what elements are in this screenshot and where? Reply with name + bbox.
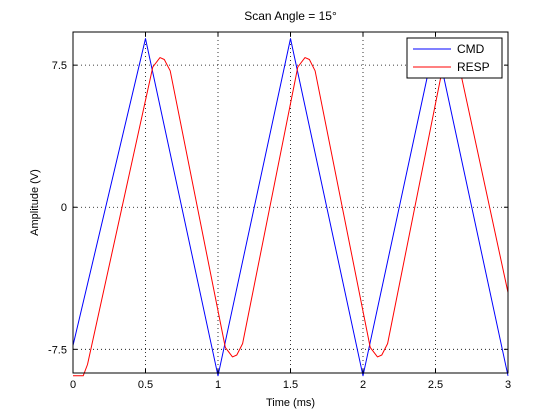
legend-label-cmd: CMD xyxy=(457,42,485,56)
x-axis-label: Time (ms) xyxy=(266,397,315,409)
x-tick-label: 3 xyxy=(505,379,511,391)
y-tick-label: 0 xyxy=(61,202,67,214)
x-tick-label: 0.5 xyxy=(138,379,153,391)
tick-layer: 0 0.5 1 1.5 2 2.5 3 -7.5 0 7.5 xyxy=(48,32,511,391)
y-tick-label: 7.5 xyxy=(52,60,67,72)
x-tick-label: 2 xyxy=(360,379,366,391)
legend-label-resp: RESP xyxy=(457,60,490,74)
x-tick-label: 2.5 xyxy=(428,379,443,391)
legend: CMD RESP xyxy=(406,37,503,79)
x-tick-label: 1.5 xyxy=(283,379,298,391)
y-tick-label: -7.5 xyxy=(48,344,67,356)
y-axis-label: Amplitude (V) xyxy=(29,169,41,236)
grid-layer xyxy=(73,32,508,373)
x-tick-label: 0 xyxy=(70,379,76,391)
legend-box xyxy=(406,37,503,79)
chart-title: Scan Angle = 15° xyxy=(244,9,337,23)
x-tick-label: 1 xyxy=(215,379,221,391)
